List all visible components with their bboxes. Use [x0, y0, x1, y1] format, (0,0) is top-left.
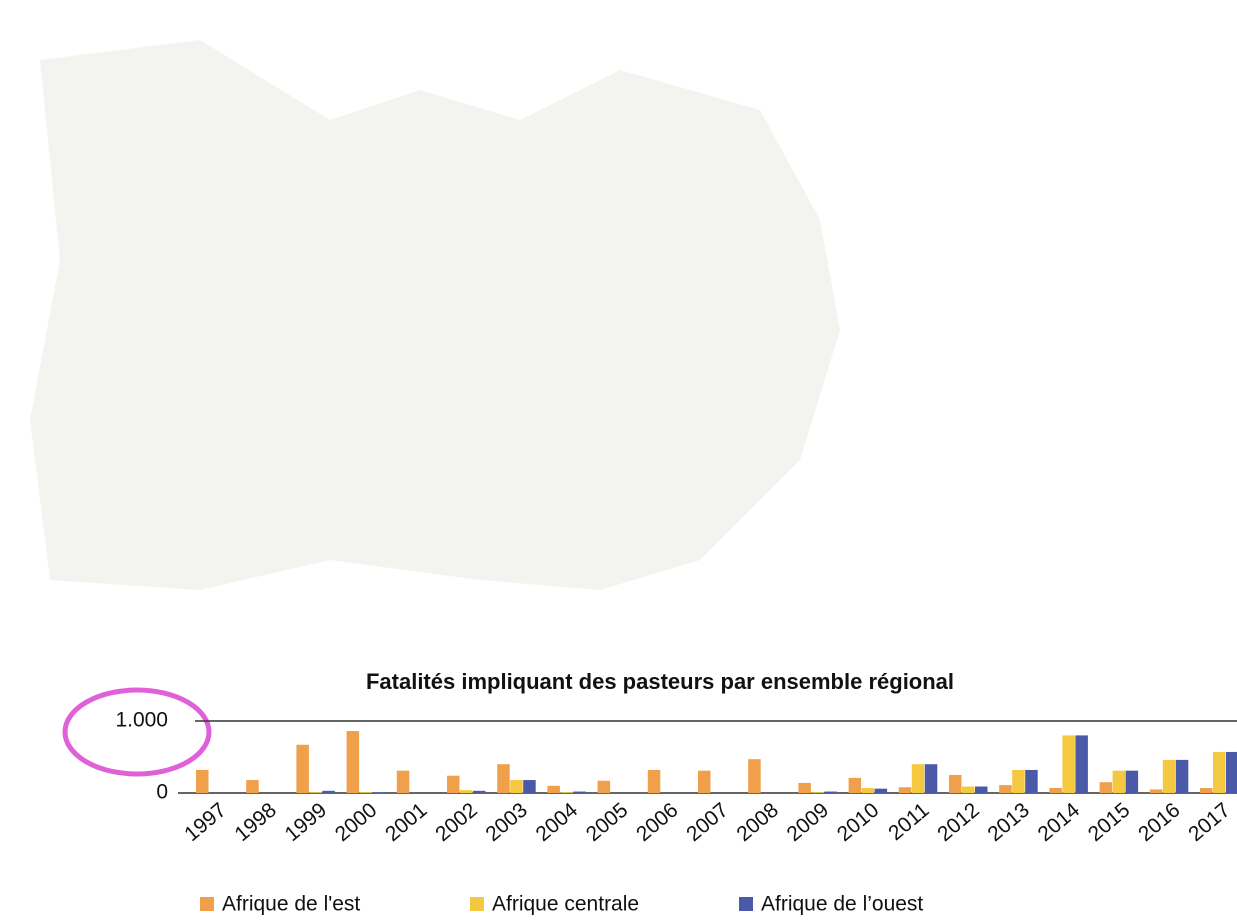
- bar: [949, 775, 962, 793]
- x-tick-label: 1997: [180, 798, 231, 846]
- bar: [824, 792, 837, 793]
- bar: [497, 764, 510, 793]
- bar: [573, 792, 586, 793]
- bar: [748, 759, 761, 793]
- bar: [999, 785, 1012, 793]
- bar: [1200, 788, 1213, 793]
- bar: [811, 792, 824, 793]
- bar: [648, 770, 661, 793]
- x-tick-label: 2007: [682, 798, 733, 846]
- bar: [1150, 789, 1163, 793]
- bar: [309, 792, 322, 793]
- legend-label: Afrique de l’ouest: [761, 893, 923, 916]
- bar: [1049, 788, 1062, 793]
- x-tick-label: 2002: [431, 798, 482, 846]
- x-tick-label: 2008: [732, 798, 783, 846]
- bar: [1126, 771, 1139, 793]
- bar: [473, 791, 486, 793]
- bar: [296, 745, 309, 793]
- bar: [397, 771, 410, 793]
- bar: [560, 792, 573, 793]
- x-tick-label: 2016: [1134, 798, 1185, 846]
- bar: [246, 780, 259, 793]
- bar: [698, 771, 711, 793]
- bar: [1176, 760, 1189, 793]
- bar: [899, 787, 912, 793]
- x-tick-label: 2017: [1184, 798, 1235, 846]
- bar: [1100, 782, 1113, 793]
- x-tick-label: 2006: [632, 798, 683, 846]
- x-tick-label: 2015: [1084, 798, 1135, 846]
- bar: [862, 788, 875, 793]
- bar: [975, 787, 988, 793]
- bar: [1012, 770, 1024, 793]
- x-tick-label: 2000: [331, 798, 382, 846]
- bar: [1025, 770, 1038, 793]
- y-tick-label: 1.000: [115, 709, 168, 732]
- bar: [360, 792, 373, 793]
- bar: [1062, 735, 1075, 793]
- bar: [912, 764, 925, 793]
- legend-swatch: [200, 897, 214, 911]
- x-tick-label: 2009: [783, 798, 834, 846]
- bar: [523, 780, 536, 793]
- x-tick-label: 2004: [532, 798, 583, 846]
- x-tick-label: 2011: [884, 798, 933, 845]
- x-tick-label: 2013: [983, 798, 1034, 846]
- bar: [196, 770, 209, 793]
- bar: [925, 764, 938, 793]
- bar: [798, 783, 811, 793]
- highlight-circle: [65, 690, 209, 774]
- chart: Fatalités impliquant des pasteurs par en…: [0, 0, 1237, 921]
- bar: [875, 789, 888, 793]
- bar: [373, 792, 386, 793]
- background-illustration: [30, 40, 840, 590]
- bar: [598, 781, 611, 793]
- bar: [1075, 735, 1088, 793]
- bar: [547, 786, 560, 793]
- bar: [962, 787, 975, 793]
- bar: [849, 778, 862, 793]
- x-tick-label: 2014: [1034, 798, 1085, 846]
- bar: [1113, 771, 1126, 793]
- x-tick-label: 2005: [582, 798, 633, 846]
- legend-swatch: [470, 897, 484, 911]
- legend-label: Afrique centrale: [492, 893, 639, 916]
- bar: [322, 791, 335, 793]
- y-tick-label: 0: [156, 781, 168, 804]
- bar: [1213, 752, 1226, 793]
- legend-swatch: [739, 897, 753, 911]
- x-tick-label: 2010: [833, 798, 884, 846]
- bar: [1226, 752, 1237, 793]
- x-tick-label: 1999: [281, 798, 332, 846]
- x-tick-label: 2003: [481, 798, 532, 846]
- x-tick-label: 2001: [381, 798, 432, 846]
- bar: [510, 780, 523, 793]
- legend-label: Afrique de l'est: [222, 893, 360, 916]
- bar: [447, 776, 460, 793]
- chart-title: Fatalités impliquant des pasteurs par en…: [366, 669, 954, 694]
- x-tick-label: 1998: [230, 798, 281, 846]
- bar: [460, 790, 473, 793]
- x-tick-label: 2012: [933, 798, 984, 846]
- bar: [347, 731, 360, 793]
- bar: [1163, 760, 1176, 793]
